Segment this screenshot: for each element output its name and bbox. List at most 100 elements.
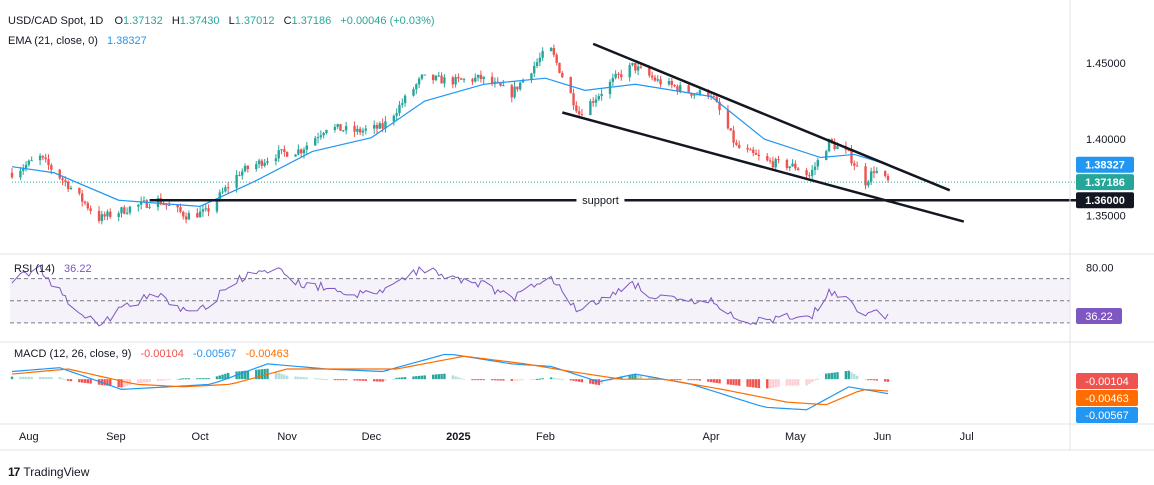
- macd-hist-bar: [687, 379, 690, 381]
- candle-body: [558, 62, 561, 73]
- macd-hist-bar: [61, 378, 64, 380]
- macd-hist-bar: [162, 379, 165, 381]
- macd-hist-bar: [176, 378, 179, 380]
- macd-value-label: -0.00567: [1085, 410, 1128, 422]
- macd-hist-bar: [443, 373, 446, 380]
- candle-body: [620, 74, 623, 78]
- macd-hist-bar: [496, 379, 499, 381]
- candle-body: [162, 204, 165, 206]
- candle-body: [280, 149, 283, 151]
- macd-hist-bar: [358, 379, 362, 381]
- candle-body: [771, 161, 775, 168]
- macd-hist-bar: [810, 379, 814, 383]
- candle-body: [165, 204, 168, 206]
- candle-body: [454, 77, 457, 85]
- macd-hist-bar: [22, 376, 25, 380]
- candle-body: [816, 160, 820, 167]
- macd-hist-bar: [732, 379, 735, 386]
- candle-body: [392, 115, 396, 122]
- macd-hist-bar: [499, 379, 502, 381]
- macd-histogram: [10, 368, 890, 389]
- macd-hist-bar: [502, 379, 505, 381]
- candle-body: [575, 105, 578, 112]
- candle-body: [168, 204, 171, 206]
- candle-body: [791, 163, 794, 167]
- macd-hist-bar: [462, 379, 466, 381]
- candle-body: [201, 209, 205, 212]
- candle-body: [207, 208, 210, 212]
- macd-hist-bar: [749, 379, 752, 388]
- candle-body: [580, 114, 584, 116]
- candle-body: [855, 165, 859, 167]
- rsi-pane: 80.00 36.22: [0, 263, 1154, 343]
- macd-hist-bar: [38, 376, 42, 380]
- candle-body: [403, 95, 407, 104]
- macd-hist-bar: [66, 379, 70, 381]
- time-axis-label: Nov: [277, 431, 297, 443]
- macd-hist-bar: [631, 374, 634, 380]
- macd-hist-bar: [830, 372, 834, 380]
- tradingview-logo[interactable]: 17 TradingView: [8, 465, 89, 479]
- price-tag: [1076, 156, 1134, 173]
- candle-body: [796, 168, 800, 171]
- macd-hist-bar: [794, 379, 797, 386]
- macd-hist-bar: [274, 371, 278, 380]
- candle-body: [142, 200, 146, 202]
- macd-hist-bar: [64, 379, 67, 381]
- macd-hist-bar: [695, 379, 699, 381]
- channel-upper-line: [592, 42, 951, 192]
- macd-hist-bar: [549, 377, 553, 380]
- candle-body: [302, 149, 306, 154]
- candle-body: [591, 101, 595, 103]
- candle-body: [86, 203, 90, 209]
- candle-body: [260, 160, 264, 166]
- candle-body: [342, 130, 345, 132]
- candle-body: [847, 149, 850, 151]
- candle-body: [659, 79, 662, 85]
- macd-hist-bar: [591, 379, 595, 385]
- candle-body: [457, 77, 460, 79]
- macd-hist-bar: [867, 379, 870, 381]
- macd-hist-bar: [766, 379, 769, 389]
- macd-hist-bar: [420, 375, 424, 380]
- candle-body: [853, 163, 856, 166]
- candle-body: [22, 168, 25, 171]
- candle-body: [687, 85, 690, 93]
- macd-hist-bar: [10, 376, 14, 380]
- macd-hist-bar: [342, 379, 345, 381]
- macd-hist-bar: [260, 369, 264, 380]
- macd-hist-bar: [479, 379, 483, 381]
- candle-body: [117, 213, 120, 217]
- macd-hist-bar: [791, 379, 794, 386]
- candle-body: [19, 170, 22, 178]
- candle-body: [808, 175, 811, 177]
- macd-hist-bar: [109, 379, 112, 387]
- candle-body: [283, 149, 286, 153]
- macd-hist-bar: [796, 379, 800, 386]
- macd-hist-bar: [594, 379, 598, 385]
- time-axis-label: Jun: [874, 431, 892, 443]
- macd-hist-bar: [693, 379, 696, 381]
- macd-hist-bar: [844, 371, 848, 380]
- macd-hist-bar: [569, 379, 572, 381]
- macd-hist-bar: [869, 379, 873, 381]
- candle-body: [462, 79, 466, 81]
- macd-hist-bar: [707, 379, 710, 382]
- candle-body: [502, 85, 505, 87]
- candle-body: [305, 145, 309, 150]
- macd-hist-bar: [117, 379, 120, 388]
- macd-hist-bar: [808, 379, 811, 384]
- macd-hist-bar: [89, 379, 92, 384]
- candle-body: [443, 77, 446, 84]
- macd-hist-bar: [19, 376, 22, 380]
- macd-hist-bar: [207, 378, 210, 380]
- candle-body: [530, 73, 533, 80]
- candle-body: [226, 187, 230, 189]
- macd-hist-bar: [415, 376, 418, 380]
- candle-body: [182, 211, 185, 217]
- macd-hist-bar: [182, 378, 185, 380]
- macd-hist-bar: [257, 369, 261, 380]
- macd-hist-bar: [476, 379, 480, 381]
- candle-body: [103, 214, 106, 217]
